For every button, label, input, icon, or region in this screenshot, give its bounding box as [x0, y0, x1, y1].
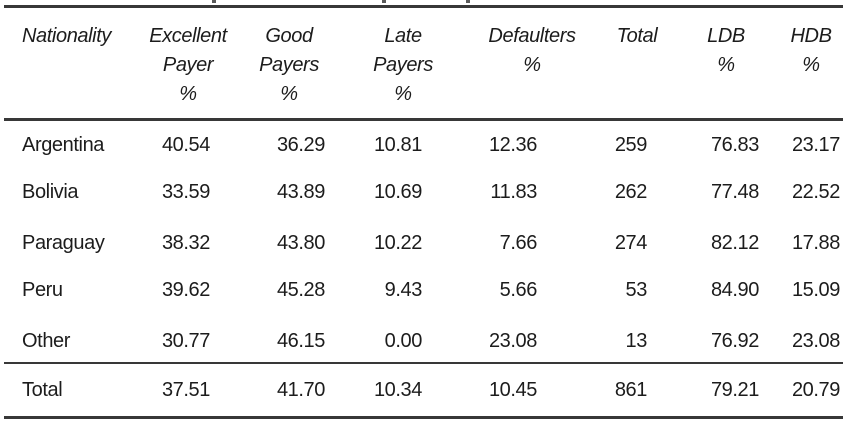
- data-cell: 13: [625, 330, 648, 352]
- data-cell: 17.88: [791, 232, 840, 254]
- data-cell: 9.43: [384, 279, 423, 301]
- data-cell: 46.15: [276, 330, 325, 352]
- data-cell: 7.66: [499, 232, 538, 254]
- data-cell: 861: [614, 379, 648, 401]
- header-total: Total: [616, 25, 658, 47]
- data-cell: 259: [614, 134, 648, 156]
- table-total-row: Total 37.51 41.70 10.34 10.45 861 79.21 …: [0, 379, 847, 402]
- table-row: Other 30.77 46.15 0.00 23.08 13 76.92 23…: [0, 330, 847, 353]
- data-cell: 5.66: [499, 279, 538, 301]
- data-cell: 10.69: [373, 181, 422, 203]
- cropped-caption-fragment: [466, 0, 470, 3]
- data-cell: 39.62: [161, 279, 210, 301]
- data-cell: 84.90: [710, 279, 759, 301]
- header-ldb: LDB %: [707, 25, 745, 76]
- data-cell: 20.79: [791, 379, 840, 401]
- header-nationality: Nationality: [22, 25, 111, 47]
- data-cell: 37.51: [161, 379, 210, 401]
- data-cell: 30.77: [161, 330, 210, 352]
- data-cell: 23.08: [791, 330, 840, 352]
- row-label: Bolivia: [22, 181, 79, 203]
- table-row: Peru 39.62 45.28 9.43 5.66 53 84.90 15.0…: [0, 279, 847, 302]
- data-cell: 10.34: [373, 379, 422, 401]
- data-cell: 10.22: [373, 232, 422, 254]
- cropped-caption-fragment: [212, 0, 216, 3]
- data-cell: 41.70: [276, 379, 325, 401]
- row-label: Other: [22, 330, 71, 352]
- data-cell: 77.48: [710, 181, 759, 203]
- data-cell: 23.17: [791, 134, 840, 156]
- header-late-payers: Late Payers %: [373, 25, 433, 105]
- cropped-caption-fragment: [382, 0, 386, 3]
- data-cell: 43.80: [276, 232, 325, 254]
- data-cell: 33.59: [161, 181, 210, 203]
- row-label: Argentina: [22, 134, 105, 156]
- table-header-rule: [4, 118, 843, 121]
- data-cell: 76.92: [710, 330, 759, 352]
- data-cell: 53: [625, 279, 648, 301]
- data-cell: 10.45: [488, 379, 537, 401]
- data-cell: 262: [614, 181, 648, 203]
- data-cell: 23.08: [488, 330, 537, 352]
- row-label: Total: [22, 379, 63, 401]
- row-label: Peru: [22, 279, 63, 301]
- table-top-rule: [4, 5, 843, 8]
- data-cell: 10.81: [373, 134, 422, 156]
- header-hdb: HDB %: [790, 25, 832, 76]
- table-row: Argentina 40.54 36.29 10.81 12.36 259 76…: [0, 134, 847, 157]
- data-cell: 38.32: [161, 232, 210, 254]
- data-cell: 11.83: [490, 181, 537, 203]
- header-defaulters: Defaulters %: [488, 25, 576, 76]
- data-cell: 22.52: [791, 181, 840, 203]
- table-row: Paraguay 38.32 43.80 10.22 7.66 274 82.1…: [0, 232, 847, 255]
- row-label: Paraguay: [22, 232, 105, 254]
- data-cell: 82.12: [710, 232, 759, 254]
- table-bottom-rule: [4, 416, 843, 419]
- data-cell: 76.83: [710, 134, 759, 156]
- data-cell: 274: [614, 232, 648, 254]
- header-excellent-payer: Excellent Payer %: [149, 25, 227, 105]
- data-cell: 40.54: [161, 134, 210, 156]
- data-cell: 0.00: [384, 330, 423, 352]
- data-cell: 43.89: [276, 181, 325, 203]
- data-cell: 12.36: [488, 134, 537, 156]
- table-pre-total-rule: [4, 362, 843, 364]
- header-good-payers: Good Payers %: [259, 25, 319, 105]
- data-cell: 45.28: [276, 279, 325, 301]
- data-cell: 36.29: [276, 134, 325, 156]
- table-row: Bolivia 33.59 43.89 10.69 11.83 262 77.4…: [0, 181, 847, 204]
- data-cell: 79.21: [710, 379, 759, 401]
- data-cell: 15.09: [791, 279, 840, 301]
